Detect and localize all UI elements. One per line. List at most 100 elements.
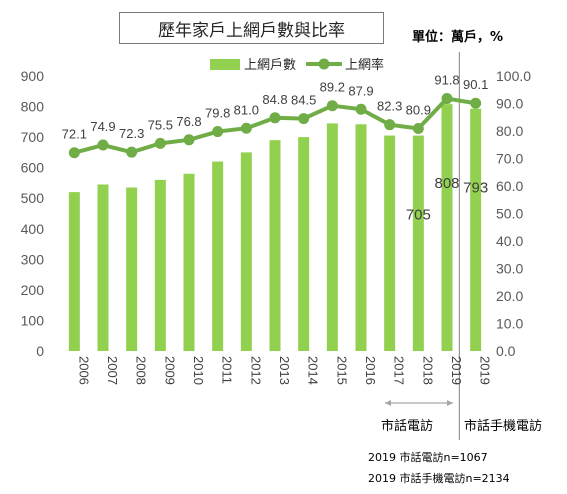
rate-point bbox=[441, 93, 453, 105]
rate-point bbox=[240, 122, 252, 134]
chart-title: 歷年家戶上網戶數與比率 bbox=[119, 12, 384, 44]
x-axis-tick-label: 2017 bbox=[392, 356, 407, 385]
rate-data-label: 84.5 bbox=[291, 93, 316, 108]
rate-data-label: 91.8 bbox=[434, 73, 459, 88]
right-axis-tick-label: 0.0 bbox=[496, 343, 516, 359]
rate-point bbox=[355, 103, 367, 115]
bar bbox=[441, 104, 453, 351]
bar bbox=[212, 161, 224, 351]
x-axis-tick-label: 2006 bbox=[76, 356, 91, 385]
bar bbox=[412, 135, 424, 351]
bar bbox=[470, 108, 482, 351]
left-axis-tick-label: 500 bbox=[21, 190, 45, 206]
bar bbox=[97, 184, 109, 351]
legend-line-label: 上網率 bbox=[345, 57, 384, 73]
x-axis-tick-label: 2007 bbox=[105, 356, 120, 385]
bar bbox=[298, 137, 310, 351]
bar-data-label: 808 bbox=[434, 175, 459, 192]
left-axis-tick-label: 700 bbox=[21, 129, 45, 145]
rate-point bbox=[183, 134, 195, 146]
rate-data-label: 75.5 bbox=[148, 117, 173, 132]
rate-data-label: 74.9 bbox=[90, 119, 115, 134]
x-axis-tick-label: 2015 bbox=[334, 356, 349, 385]
x-axis-tick-label: 2016 bbox=[363, 356, 378, 385]
bar bbox=[240, 152, 252, 351]
group-arrow-head-left bbox=[385, 400, 391, 406]
rate-data-label: 84.8 bbox=[262, 92, 287, 107]
x-axis-tick-label: 2019 bbox=[449, 356, 464, 385]
rate-point bbox=[68, 147, 80, 159]
left-axis-tick-label: 900 bbox=[21, 68, 45, 84]
right-axis: 0.0 10.0 20.0 30.0 40.0 50.0 60.0 70.0 80.0 90.0 1… bbox=[496, 68, 531, 359]
left-axis-tick-label: 600 bbox=[21, 160, 45, 176]
right-axis-tick-label: 40.0 bbox=[496, 233, 523, 249]
right-axis-tick-label: 30.0 bbox=[496, 261, 523, 277]
bar bbox=[269, 140, 281, 351]
line-series: 72.174.9 72.3 75.5 76.8 79.8 81.084.8 84.5 89.2… bbox=[62, 73, 488, 159]
x-axis-tick-label: 2012 bbox=[248, 356, 263, 385]
bar bbox=[68, 192, 80, 351]
legend-line-marker bbox=[318, 58, 330, 70]
bar bbox=[126, 187, 138, 351]
left-axis-tick-label: 0 bbox=[36, 343, 44, 359]
x-axis-tick-label: 2008 bbox=[134, 356, 149, 385]
right-axis-tick-label: 50.0 bbox=[496, 206, 523, 222]
rate-point bbox=[269, 112, 281, 124]
right-axis-tick-label: 60.0 bbox=[496, 178, 523, 194]
footnote: 2019 市話電訪n=1067 bbox=[368, 450, 488, 464]
right-axis-tick-label: 70.0 bbox=[496, 151, 523, 167]
bar bbox=[154, 179, 166, 351]
x-axis-tick-label: 2013 bbox=[277, 356, 292, 385]
x-axis-tick-label: 2014 bbox=[306, 356, 321, 385]
rate-data-label: 80.9 bbox=[406, 103, 431, 118]
bar bbox=[326, 123, 338, 351]
x-axis-tick-label: 2010 bbox=[191, 356, 206, 385]
left-axis-tick-label: 800 bbox=[21, 99, 45, 115]
legend-bar-label: 上網戶數 bbox=[244, 58, 296, 73]
legend-bar-swatch bbox=[210, 59, 240, 70]
group-label-landline: 市話電訪 bbox=[381, 418, 433, 434]
rate-point bbox=[298, 113, 310, 125]
bar-data-label: 705 bbox=[406, 207, 431, 224]
x-axis-tick-label: 2011 bbox=[220, 356, 235, 384]
rate-data-label: 72.3 bbox=[119, 126, 144, 141]
left-axis-tick-label: 400 bbox=[21, 221, 45, 237]
right-axis-tick-label: 100.0 bbox=[496, 68, 531, 84]
rate-data-label: 76.8 bbox=[176, 114, 201, 129]
rate-data-label: 79.8 bbox=[205, 106, 230, 121]
group-arrow-head-right bbox=[447, 400, 453, 406]
x-axis-tick-label: 2009 bbox=[162, 356, 177, 385]
rate-data-label: 81.0 bbox=[234, 102, 259, 117]
left-axis-tick-label: 200 bbox=[21, 282, 45, 298]
rate-point bbox=[126, 146, 138, 158]
left-axis-tick-label: 100 bbox=[21, 312, 45, 328]
x-axis-tick-label: 2019 bbox=[478, 356, 493, 385]
rate-point bbox=[154, 137, 166, 149]
rate-data-label: 72.1 bbox=[62, 127, 87, 142]
right-axis-tick-label: 90.0 bbox=[496, 96, 523, 112]
footnotes: 2019 市話電訪n=1067 2019 市話手機電訪n=2134 bbox=[368, 450, 510, 485]
rate-point bbox=[212, 126, 224, 138]
group-label-landline-mobile: 市話手機電訪 bbox=[464, 418, 542, 434]
rate-point bbox=[412, 123, 424, 135]
footnote: 2019 市話手機電訪n=2134 bbox=[368, 471, 510, 485]
right-axis-tick-label: 20.0 bbox=[496, 288, 523, 304]
x-axis: 2006 2007 2008 2009 2010 2011 2012 2013 2014 2015… bbox=[76, 356, 492, 385]
right-axis-tick-label: 10.0 bbox=[496, 316, 523, 332]
left-axis: 0 100 200 300 400 500 600 700 800 900 bbox=[21, 68, 45, 359]
rate-point bbox=[384, 119, 396, 131]
right-axis-tick-label: 80.0 bbox=[496, 123, 523, 139]
bar bbox=[355, 124, 367, 352]
rate-point bbox=[97, 139, 109, 151]
rate-point bbox=[470, 97, 482, 109]
bar bbox=[384, 135, 396, 351]
rate-point bbox=[326, 100, 338, 112]
bar bbox=[183, 173, 195, 351]
rate-data-label: 89.2 bbox=[320, 80, 345, 95]
legend: 上網戶數 上網率 bbox=[210, 57, 384, 73]
rate-data-label: 90.1 bbox=[463, 77, 488, 92]
bar-data-label: 793 bbox=[463, 180, 488, 197]
